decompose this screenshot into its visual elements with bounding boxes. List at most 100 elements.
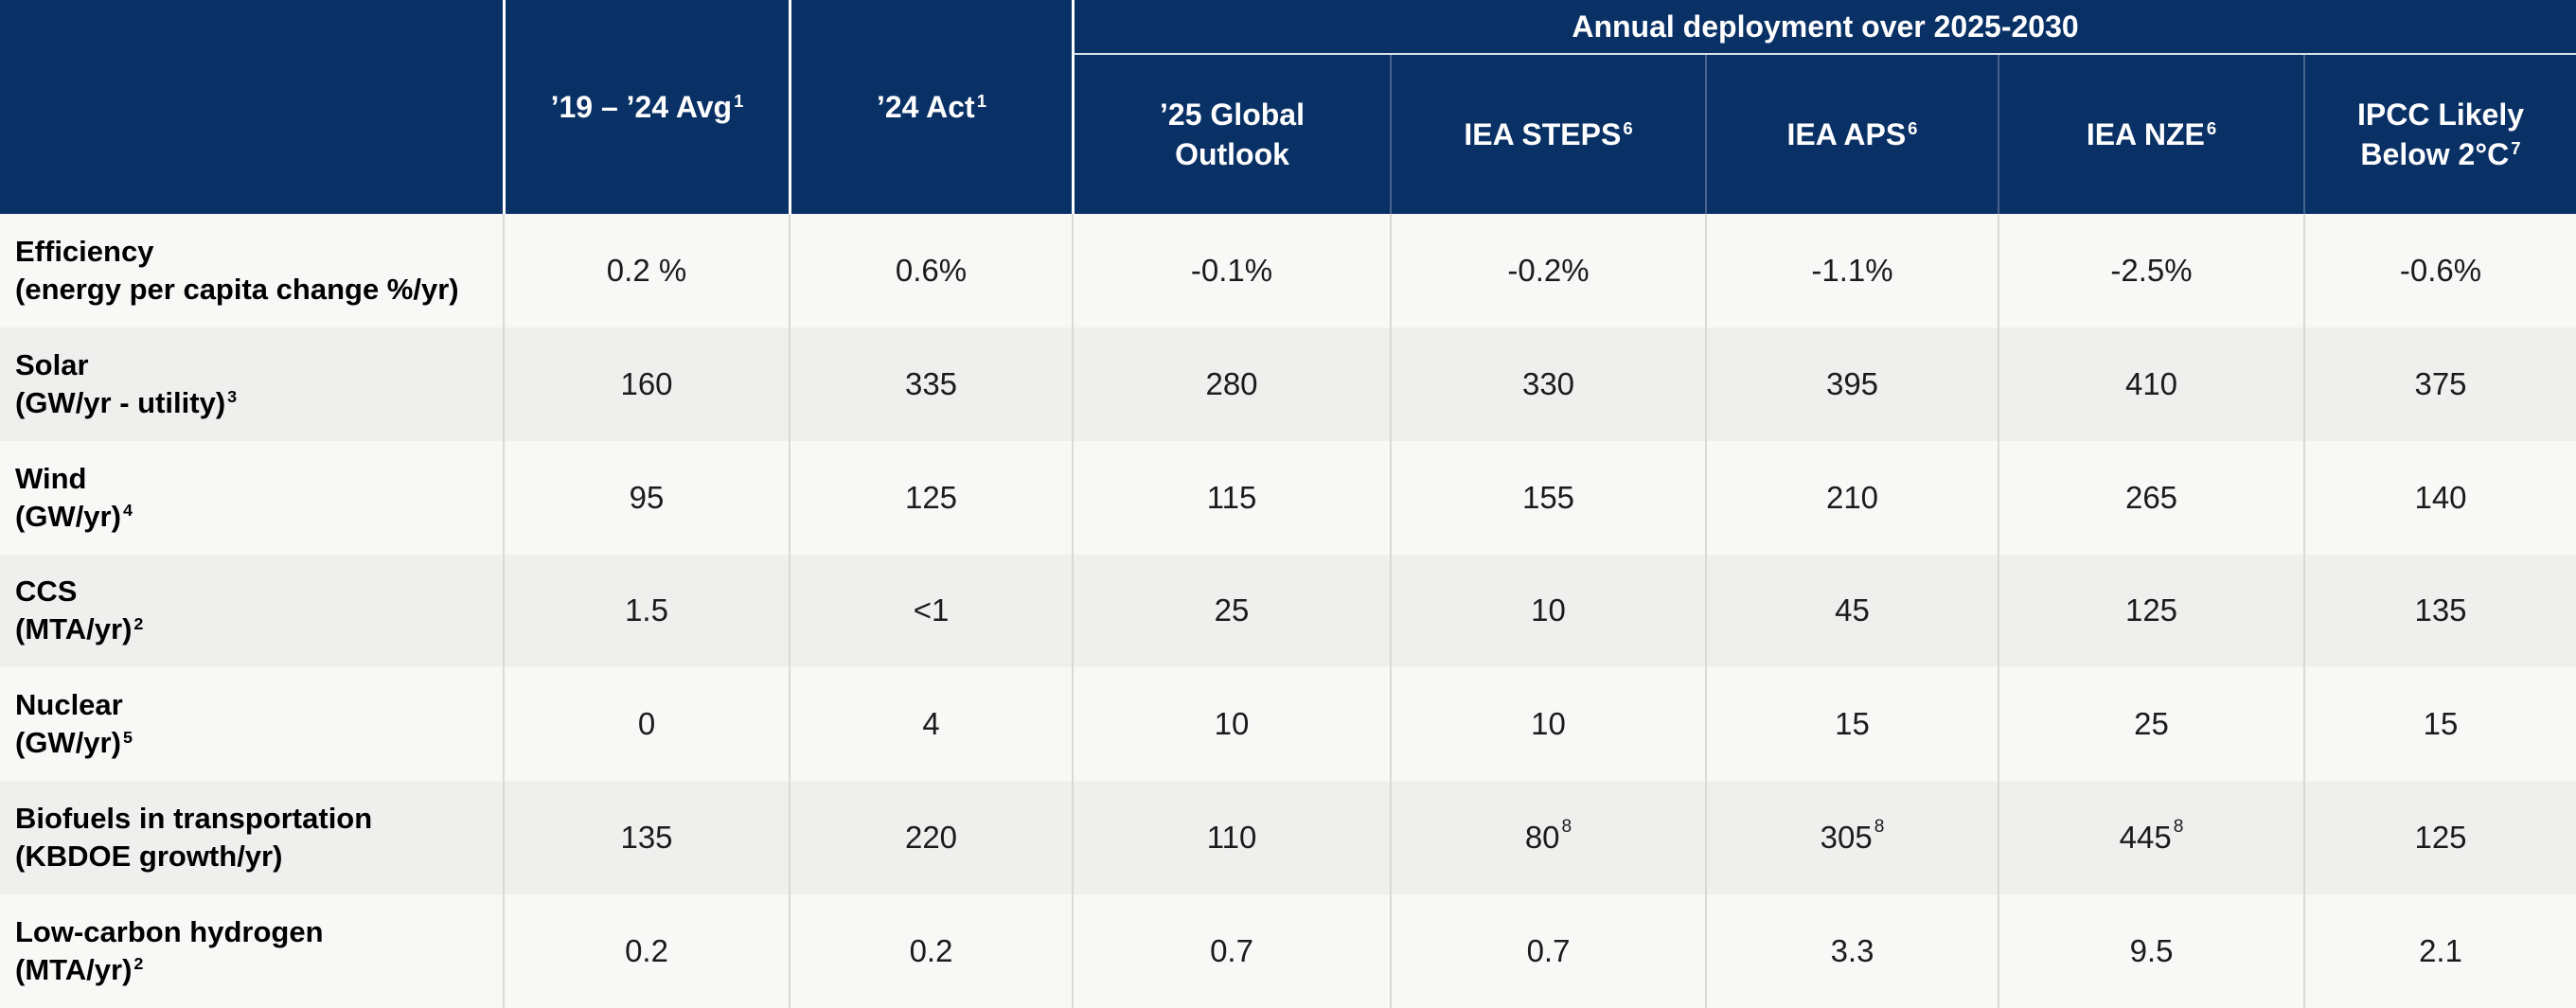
cell-value: 140 [2303, 440, 2576, 555]
header-corner-cell [0, 0, 503, 214]
cell-value: 160 [503, 327, 789, 441]
cell-value: 135 [2303, 554, 2576, 668]
row-label: Low-carbon hydrogen (MTA/yr) 2 [0, 894, 503, 1008]
cell-value: 125 [1998, 554, 2303, 668]
row-unit: (energy per capita change %/yr) [15, 272, 459, 306]
cell-value: 1.5 [503, 554, 789, 668]
cell-value: 0.2 [789, 894, 1072, 1008]
superscript: 2 [133, 954, 144, 974]
header-col-19-24-avg: ’19 – ’24 Avg 1 [503, 0, 789, 214]
cell-value: 25 [1998, 667, 2303, 782]
row-name: Efficiency [15, 234, 154, 268]
cell-value: 375 [2303, 327, 2576, 441]
cell-value: 0.6% [789, 214, 1072, 327]
column-label-ipcc-likely-below-2c: IPCC Likely Below 2°C 7 [2356, 97, 2525, 171]
table-body: Efficiency (energy per capita change %/yr… [0, 214, 2576, 1008]
row-label: Solar (GW/yr - utility) 3 [0, 327, 503, 441]
cell-value: 10 [1390, 667, 1705, 782]
row-name: Solar [15, 347, 89, 381]
table-row: CCS (MTA/yr) 2 1.5 <1 25 10 45 125 135 [0, 554, 2576, 668]
cell-value: 135 [503, 781, 789, 895]
table-row: Efficiency (energy per capita change %/yr… [0, 214, 2576, 327]
row-name: Biofuels in transportation [15, 802, 373, 836]
cell-value: 3.3 [1705, 894, 1998, 1008]
cell-value: <1 [789, 554, 1072, 668]
superscript: 1 [734, 90, 744, 111]
cell-value: 265 [1998, 440, 2303, 555]
row-name: Wind [15, 461, 87, 495]
superscript: 3 [227, 386, 238, 406]
cell-value: 0.7 [1390, 894, 1705, 1008]
cell-value: 10 [1072, 667, 1390, 782]
superscript: 1 [976, 90, 987, 111]
cell-value: 2.1 [2303, 894, 2576, 1008]
cell-value: 95 [503, 440, 789, 555]
row-label: CCS (MTA/yr) 2 [0, 555, 503, 668]
table-row: Wind (GW/yr) 4 95 125 115 155 210 265 140 [0, 440, 2576, 555]
cell-value: 395 [1705, 327, 1998, 441]
cell-value: 335 [789, 327, 1072, 441]
table-row: Low-carbon hydrogen (MTA/yr) 2 0.2 0.2 0.7 0.7… [0, 894, 2576, 1008]
superscript: 6 [1908, 117, 1918, 138]
cell-value: 9.5 [1998, 894, 2303, 1008]
row-unit: (MTA/yr) 2 [15, 612, 144, 646]
row-label: Nuclear (GW/yr) 5 [0, 667, 503, 781]
cell-value: -0.6% [2303, 214, 2576, 327]
row-label: Biofuels in transportation (KBDOE growth/… [0, 781, 503, 894]
superscript: 4 [122, 500, 133, 520]
cell-value: 445 8 [1998, 781, 2303, 895]
cell-value: 115 [1072, 440, 1390, 555]
column-label-iea-steps: IEA STEPS 6 [1464, 117, 1633, 151]
cell-value: 330 [1390, 327, 1705, 441]
cell-value: 410 [1998, 327, 2303, 441]
cell-value: 0.7 [1072, 894, 1390, 1008]
column-label-iea-aps: IEA APS 6 [1786, 117, 1918, 151]
cell-value: -0.2% [1390, 214, 1705, 327]
header-col-iea-nze: IEA NZE 6 [1998, 55, 2303, 214]
cell-value: 305 8 [1705, 781, 1998, 895]
cell-value: 155 [1390, 440, 1705, 555]
row-name: Low-carbon hydrogen [15, 914, 324, 948]
superscript: 6 [2206, 117, 2217, 138]
cell-value: -2.5% [1998, 214, 2303, 327]
header-col-ipcc-likely-below-2c: IPCC Likely Below 2°C 7 [2303, 55, 2576, 214]
header-col-iea-steps: IEA STEPS 6 [1390, 55, 1705, 214]
row-unit: (KBDOE growth/yr) [15, 840, 283, 874]
superscript: 6 [1623, 117, 1633, 138]
cell-value: 0.2 % [503, 214, 789, 327]
column-label-iea-nze: IEA NZE 6 [2086, 117, 2217, 151]
cell-value: 0 [503, 667, 789, 782]
row-unit: (MTA/yr) 2 [15, 952, 144, 986]
cell-value: -0.1% [1072, 214, 1390, 327]
cell-value: 15 [2303, 667, 2576, 782]
cell-value: 15 [1705, 667, 1998, 782]
cell-value: 125 [789, 440, 1072, 555]
row-unit: (GW/yr) 5 [15, 726, 133, 760]
cell-value: 45 [1705, 554, 1998, 668]
cell-value: 210 [1705, 440, 1998, 555]
table-row: Biofuels in transportation (KBDOE growth/… [0, 781, 2576, 895]
cell-value: 280 [1072, 327, 1390, 441]
cell-value: 110 [1072, 781, 1390, 895]
header-col-iea-aps: IEA APS 6 [1705, 55, 1998, 214]
table-row: Nuclear (GW/yr) 5 0 4 10 10 15 25 15 [0, 667, 2576, 782]
cell-value: -1.1% [1705, 214, 1998, 327]
column-label-24-act: ’24 Act 1 [876, 90, 987, 124]
column-label-19-24-avg: ’19 – ’24 Avg 1 [550, 90, 744, 124]
header-col-25-global-outlook: ’25 Global Outlook [1072, 55, 1390, 214]
cell-value: 25 [1072, 554, 1390, 668]
row-label: Efficiency (energy per capita change %/yr… [0, 214, 503, 327]
row-label: Wind (GW/yr) 4 [0, 441, 503, 555]
row-name: CCS [15, 575, 78, 609]
superscript: 2 [133, 613, 144, 633]
cell-value: 0.2 [503, 894, 789, 1008]
table-row: Solar (GW/yr - utility) 3 160 335 280 330 395 41… [0, 327, 2576, 441]
cell-value: 80 8 [1390, 781, 1705, 895]
cell-value: 4 [789, 667, 1072, 782]
superscript: 7 [2511, 137, 2521, 158]
cell-value: 10 [1390, 554, 1705, 668]
table-header: ’19 – ’24 Avg 1 ’24 Act 1 Annual deploymen… [0, 0, 2576, 214]
row-unit: (GW/yr - utility) 3 [15, 385, 238, 419]
